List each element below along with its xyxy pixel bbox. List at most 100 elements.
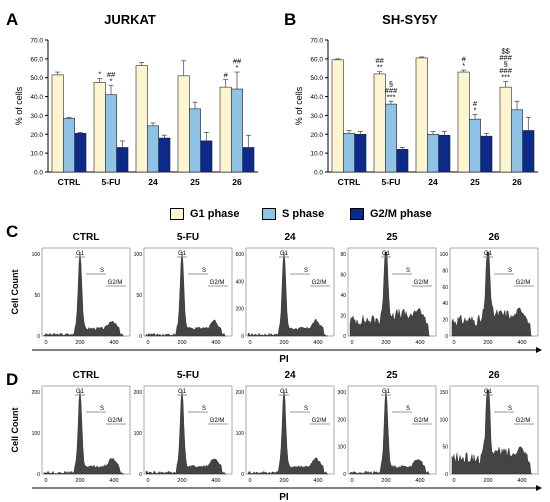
- histogram-x-tick: 0: [350, 340, 353, 346]
- histogram-y-tick: 100: [440, 252, 449, 258]
- significance-label: #: [224, 71, 229, 80]
- legend-label-g2m: G2/M phase: [370, 208, 432, 220]
- gate-label-g1: G1: [280, 389, 289, 395]
- histogram-title: 24: [284, 232, 296, 243]
- histogram-x-tick: 0: [452, 340, 455, 346]
- legend-item-g2m: G2/M phase: [350, 204, 432, 224]
- histogram-y-tick: 100: [32, 252, 41, 258]
- histogram-y-tick: 100: [236, 431, 245, 437]
- histogram-x-tick: 400: [211, 340, 220, 346]
- x-tick-label: 5-FU: [102, 177, 121, 187]
- histogram-y-tick: 0: [37, 334, 40, 340]
- significance-label: # *: [462, 55, 467, 71]
- histogram-y-tick: 300: [338, 390, 347, 396]
- histogram-y-axis-label: Cell Count: [10, 270, 20, 315]
- gate-label-s: S: [100, 268, 104, 274]
- histogram-y-tick: 200: [236, 390, 245, 396]
- histogram-frame: [41, 247, 131, 337]
- x-tick-label: 25: [470, 177, 480, 187]
- histogram-title: 24: [284, 370, 296, 381]
- histogram-y-tick: 60: [442, 285, 448, 291]
- gate-label-s: S: [508, 268, 512, 274]
- legend-item-s: S phase: [262, 204, 324, 224]
- panel-letter-c: C: [6, 222, 19, 241]
- legend-label-s: S phase: [282, 208, 325, 220]
- bar-2-0: [354, 133, 367, 173]
- bar-1-3: [189, 108, 201, 173]
- significance-label: ## *: [107, 70, 116, 86]
- bar-0-1: [93, 82, 106, 173]
- y-tick-label: 10.0: [310, 151, 323, 158]
- gate-label-g2m: G2/M: [516, 280, 531, 286]
- bar-0-1: [373, 73, 386, 173]
- y-tick-label: 60.0: [310, 56, 323, 63]
- gate-label-g2m: G2/M: [312, 418, 327, 424]
- histogram-y-tick: 100: [440, 417, 449, 423]
- pi-axis-label: PI: [279, 492, 289, 502]
- histogram-title: CTRL: [73, 370, 100, 381]
- bar-1-4: [231, 88, 243, 173]
- bar-2-1: [396, 149, 409, 173]
- histogram-x-tick: 0: [146, 340, 149, 346]
- x-tick-label: 26: [512, 177, 522, 187]
- histogram-x-tick: 0: [350, 478, 353, 484]
- histogram-area: [451, 389, 532, 475]
- histogram-title: 26: [488, 370, 500, 381]
- gate-label-s: S: [304, 268, 308, 274]
- y-tick-label: 40.0: [310, 94, 323, 101]
- histogram-x-tick: 200: [177, 478, 186, 484]
- histogram-y-tick: 200: [338, 417, 347, 423]
- histogram-title: CTRL: [73, 232, 100, 243]
- histogram-frame: [245, 385, 335, 475]
- histogram-y-tick: 100: [134, 252, 143, 258]
- histogram-y-axis-label: Cell Count: [10, 408, 20, 453]
- gate-label-g2m: G2/M: [210, 418, 225, 424]
- histogram-x-tick: 400: [109, 340, 118, 346]
- bar-1-1: [105, 94, 117, 173]
- histogram-x-tick: 400: [517, 340, 526, 346]
- histogram-frame: [245, 247, 335, 337]
- bar-0-0: [51, 74, 64, 173]
- histogram-x-tick: 400: [313, 340, 322, 346]
- histogram-y-tick: 80: [442, 268, 448, 274]
- legend: G1 phase S phase G2/M phase: [170, 204, 470, 224]
- histogram-y-tick: 60: [340, 273, 346, 279]
- significance-label: $$ ### § ### ***: [499, 46, 512, 81]
- bar-1-3: [469, 118, 481, 173]
- histogram-row-d: Cell Count CTRL 0 100 200 0 200 400 G1 S G2/M 5-FU 0…: [10, 370, 542, 502]
- histogram-title: 26: [488, 232, 500, 243]
- x-tick-label: 24: [428, 177, 438, 187]
- bar-2-3: [480, 135, 493, 173]
- histogram-x-tick: 0: [146, 478, 149, 484]
- significance-label: ## *: [233, 57, 242, 73]
- gate-label-g1: G1: [484, 389, 493, 395]
- y-tick-label: 0.0: [314, 170, 323, 177]
- gate-label-g2m: G2/M: [414, 280, 429, 286]
- x-tick-label: CTRL: [58, 177, 81, 187]
- chart-title-shsy5y: SH-SY5Y: [382, 12, 438, 27]
- gate-label-g1: G1: [76, 389, 85, 395]
- legend-label-g1: G1 phase: [190, 208, 240, 220]
- histogram-x-tick: 200: [279, 478, 288, 484]
- histogram-frame: [143, 385, 233, 475]
- y-tick-label: 20.0: [310, 132, 323, 139]
- gate-label-g2m: G2/M: [210, 280, 225, 286]
- bar-2-0: [74, 133, 87, 173]
- histogram-frame: [347, 385, 437, 475]
- histogram-y-tick: 0: [37, 472, 40, 478]
- histogram-y-tick: 400: [236, 279, 245, 285]
- bar-1-0: [63, 117, 75, 173]
- legend-swatch-g2m: [350, 208, 364, 220]
- bar-2-4: [242, 147, 255, 173]
- histogram-y-tick: 0: [445, 472, 448, 478]
- histogram-x-tick: 0: [248, 478, 251, 484]
- gate-label-g1: G1: [280, 251, 289, 257]
- histogram-x-tick: 200: [75, 340, 84, 346]
- pi-axis-arrow: [536, 347, 542, 353]
- bar-chart-shsy5y: 0.0 10.0 20.0 30.0 40.0 50.0 60.0 70.0 % of cell…: [294, 38, 538, 187]
- histogram-y-tick: 0: [241, 334, 244, 340]
- bar-1-2: [427, 133, 439, 173]
- histogram-y-tick: 0: [445, 334, 448, 340]
- gate-label-s: S: [202, 406, 206, 412]
